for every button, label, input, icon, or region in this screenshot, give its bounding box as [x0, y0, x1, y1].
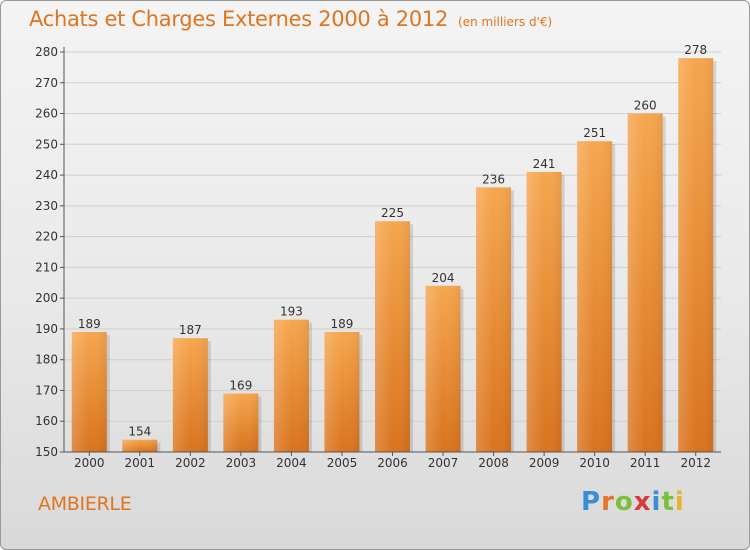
bar-sheen	[71, 332, 107, 452]
bar-value-label: 189	[78, 317, 101, 331]
bar-value-label: 236	[482, 172, 505, 186]
y-tick-label: 150	[35, 445, 58, 459]
bar-sheen	[375, 221, 410, 452]
bar-value-label: 278	[684, 43, 707, 57]
bar-sheen	[476, 187, 512, 452]
bar-sheen	[324, 332, 360, 452]
bar-sheen	[425, 285, 461, 452]
y-tick-label: 280	[35, 45, 58, 59]
y-tick-label: 240	[35, 168, 58, 182]
bar-value-label: 241	[533, 157, 556, 171]
logo-letter: i	[651, 487, 662, 517]
y-tick-label: 260	[35, 107, 58, 121]
x-tick-label: 2004	[276, 456, 307, 470]
y-tick-label: 220	[35, 230, 58, 244]
x-tick-label: 2012	[680, 456, 711, 470]
bar-value-label: 154	[128, 425, 151, 439]
y-tick-label: 210	[35, 260, 58, 274]
bar-value-label: 204	[432, 271, 455, 285]
bar-value-label: 187	[179, 323, 202, 337]
y-tick-label: 180	[35, 353, 58, 367]
axes: 150 160 170 180 190 200 210 220 230 240 250 260 270 2…	[35, 45, 721, 470]
bar-value-label: 260	[634, 99, 657, 113]
chart-subtitle: (en milliers d'€)	[458, 15, 553, 29]
logo-letter: x	[633, 487, 652, 517]
bar-sheen	[223, 393, 259, 452]
x-tick-label: 2005	[327, 456, 358, 470]
x-tick-label: 2008	[478, 456, 509, 470]
bar-sheen	[678, 58, 714, 453]
y-tick-label: 160	[35, 414, 58, 428]
x-tick-label: 2006	[377, 456, 408, 470]
x-tick-label: 2002	[175, 456, 206, 470]
y-tick-label: 170	[35, 383, 58, 397]
x-tick-label: 2010	[579, 456, 610, 470]
bar-sheen	[627, 113, 663, 453]
bar-sheen	[526, 172, 562, 452]
x-tick-label: 2007	[428, 456, 459, 470]
y-tick-label: 230	[35, 199, 58, 213]
x-tick-label: 2000	[74, 456, 105, 470]
x-tick-label: 2009	[529, 456, 560, 470]
chart-title-text: Achats et Charges Externes 2000 à 2012	[29, 7, 449, 31]
bar-value-label: 169	[229, 379, 252, 393]
commune-name: AMBIERLE	[38, 493, 132, 515]
x-tick-label: 2011	[630, 456, 661, 470]
bar-sheen	[122, 439, 158, 452]
logo-letter: o	[614, 487, 634, 517]
y-tick-label: 200	[35, 291, 58, 305]
bar-value-label: 251	[583, 126, 606, 140]
bar-sheen	[172, 338, 208, 452]
bar-value-label: 193	[280, 305, 303, 319]
bars: 189 154 187 169 193 189 225 204 236 241 251 260 278	[71, 43, 717, 453]
x-tick-label: 2003	[226, 456, 257, 470]
bar-value-label: 225	[381, 206, 404, 220]
bar-value-label: 189	[331, 317, 354, 331]
logo-letter: P	[581, 487, 602, 517]
y-tick-label: 190	[35, 322, 58, 336]
logo-letter: t	[661, 487, 675, 517]
y-tick-label: 270	[35, 76, 58, 90]
chart-title: Achats et Charges Externes 2000 à 2012 (e…	[29, 7, 552, 31]
y-tick-label: 250	[35, 137, 58, 151]
proxiti-logo: Proxiti	[581, 487, 685, 517]
x-tick-label: 2001	[125, 456, 156, 470]
bar-sheen	[577, 141, 613, 452]
logo-letter: i	[674, 487, 685, 517]
logo-letter: r	[601, 487, 615, 517]
bar-sheen	[273, 319, 309, 452]
